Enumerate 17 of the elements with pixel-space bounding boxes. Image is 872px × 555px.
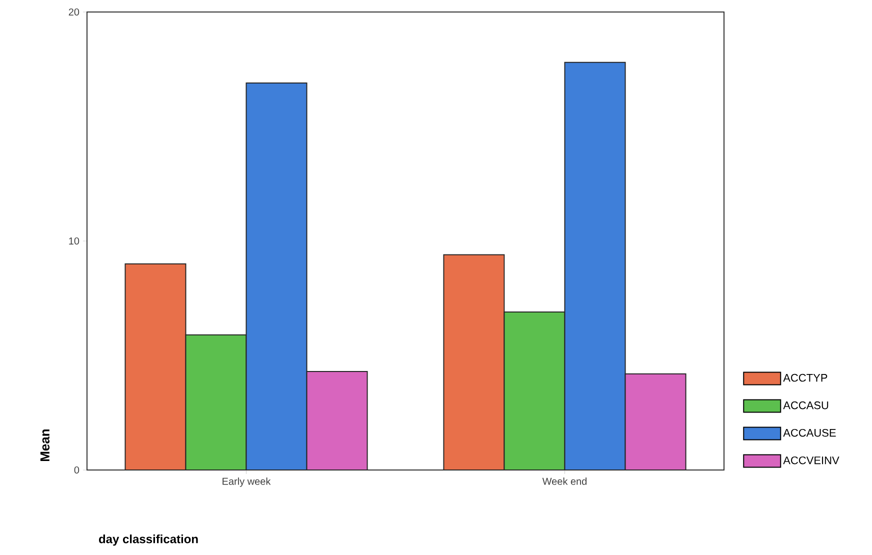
bar — [504, 311, 566, 470]
bar — [246, 82, 308, 470]
legend-label: ACCTYP — [783, 374, 828, 382]
y-axis-title: Mean — [40, 429, 50, 462]
bar — [306, 371, 368, 470]
x-tick-label: Early week — [222, 478, 271, 487]
legend-label: ACCVEINV — [783, 456, 840, 464]
bar — [185, 334, 247, 470]
x-tick-label: Week end — [542, 478, 587, 485]
bar — [564, 62, 626, 470]
legend-label: ACCAUSE — [783, 428, 836, 437]
x-axis-title: day classification — [98, 534, 198, 546]
y-tick-label: 0 — [74, 466, 80, 474]
bar — [624, 373, 686, 470]
y-tick-label: 20 — [68, 8, 80, 16]
legend-label: ACCASU — [783, 401, 828, 410]
y-tick-label: 10 — [69, 237, 80, 245]
